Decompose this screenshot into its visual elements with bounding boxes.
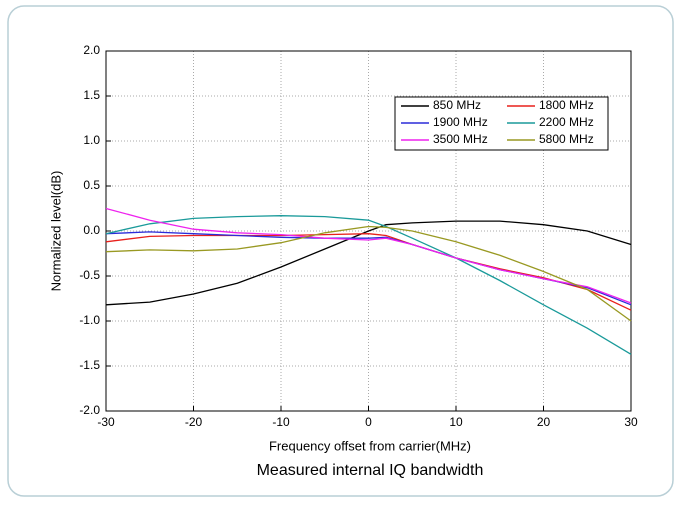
- x-tick-label: 0: [365, 415, 372, 429]
- x-tick-label: 10: [449, 415, 463, 429]
- y-tick-label: 0.0: [83, 223, 100, 237]
- plot-border: [105, 50, 632, 412]
- x-tick-label: -30: [97, 415, 115, 429]
- x-tick-label: -20: [185, 415, 203, 429]
- legend-label: 2200 MHz: [539, 115, 594, 129]
- x-tick-label: 30: [624, 415, 638, 429]
- series-line: [105, 220, 632, 306]
- legend-label: 5800 MHz: [539, 132, 594, 146]
- legend-label: 850 MHz: [433, 98, 481, 112]
- y-tick-label: 1.0: [83, 133, 100, 147]
- series-line: [105, 233, 632, 311]
- y-tick-label: -0.5: [79, 268, 100, 282]
- x-tick-label: 20: [537, 415, 551, 429]
- y-tick-label: 2.0: [83, 43, 100, 57]
- y-tick-label: 1.5: [83, 88, 100, 102]
- series-line: [105, 215, 632, 355]
- series-line: [105, 225, 632, 322]
- legend-box: [394, 96, 609, 151]
- y-tick-label: 0.5: [83, 178, 100, 192]
- legend-label: 3500 MHz: [433, 132, 488, 146]
- y-tick-label: -1.5: [79, 358, 100, 372]
- x-axis-label: Frequency offset from carrier(MHz): [269, 438, 471, 453]
- legend-label: 1800 MHz: [539, 98, 594, 112]
- y-tick-label: -2.0: [79, 403, 100, 417]
- x-tick-label: -10: [272, 415, 290, 429]
- chart-title: Measured internal IQ bandwidth: [257, 462, 484, 479]
- legend-label: 1900 MHz: [433, 115, 488, 129]
- y-axis-label: Normalized level(dB): [48, 171, 63, 292]
- series-line: [105, 207, 632, 304]
- y-tick-label: -1.0: [79, 313, 100, 327]
